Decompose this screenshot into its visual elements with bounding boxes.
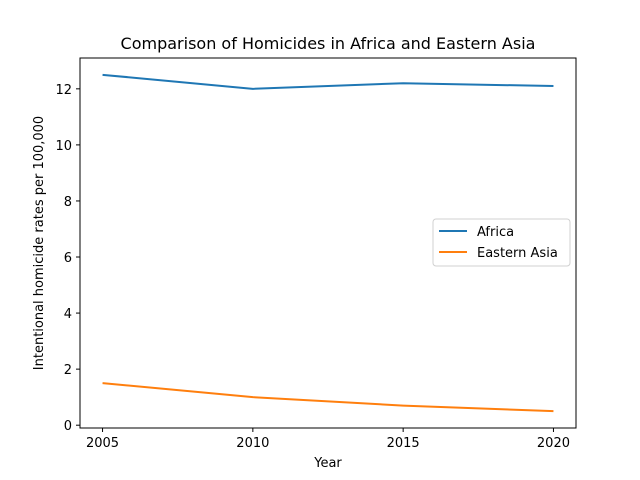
y-tick-label: 8 [64, 195, 72, 210]
x-tick-label: 2015 [387, 436, 420, 451]
series-line-eastern-asia [102, 382, 554, 413]
plot-area: 2005 2010 2015 2020 0 2 4 6 8 10 12 [55, 73, 570, 451]
y-tick-label: 6 [64, 251, 72, 266]
x-tick-label: 2020 [537, 436, 570, 451]
y-tick-label: 10 [55, 139, 72, 154]
y-tick-label: 4 [64, 307, 72, 322]
legend-box [432, 218, 571, 267]
y-tick-label: 0 [64, 419, 72, 434]
y-axis-label: Intentional homicide rates per 100,000 [32, 116, 47, 370]
axes-frame [79, 57, 577, 429]
x-tick-label: 2005 [86, 436, 119, 451]
chart-title: Comparison of Homicides in Africa and Ea… [121, 34, 536, 53]
x-axis-label: Year [313, 456, 342, 471]
y-tick-label: 12 [55, 83, 72, 98]
y-tick-label: 2 [64, 363, 72, 378]
x-tick-label: 2010 [236, 436, 269, 451]
legend-label-eastern-asia: Eastern Asia [477, 246, 558, 261]
series-line-africa [102, 73, 554, 90]
legend-label-africa: Africa [477, 225, 514, 240]
legend: Africa Eastern Asia [432, 218, 571, 267]
